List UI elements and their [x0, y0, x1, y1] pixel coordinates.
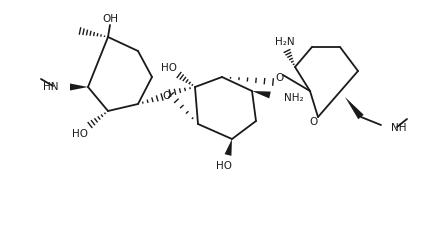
Text: HO: HO: [216, 160, 232, 170]
Text: NH₂: NH₂: [284, 93, 303, 103]
Text: OH: OH: [102, 14, 118, 24]
Text: HO: HO: [161, 63, 177, 73]
Polygon shape: [225, 139, 232, 156]
Text: O: O: [310, 116, 318, 126]
Text: H₂N: H₂N: [275, 37, 295, 47]
Text: HN: HN: [43, 82, 58, 92]
Text: NH: NH: [391, 122, 406, 132]
Text: HO: HO: [72, 128, 88, 138]
Polygon shape: [70, 84, 88, 91]
Text: O: O: [162, 91, 170, 101]
Polygon shape: [345, 98, 364, 120]
Polygon shape: [252, 92, 271, 99]
Text: O: O: [276, 73, 284, 83]
